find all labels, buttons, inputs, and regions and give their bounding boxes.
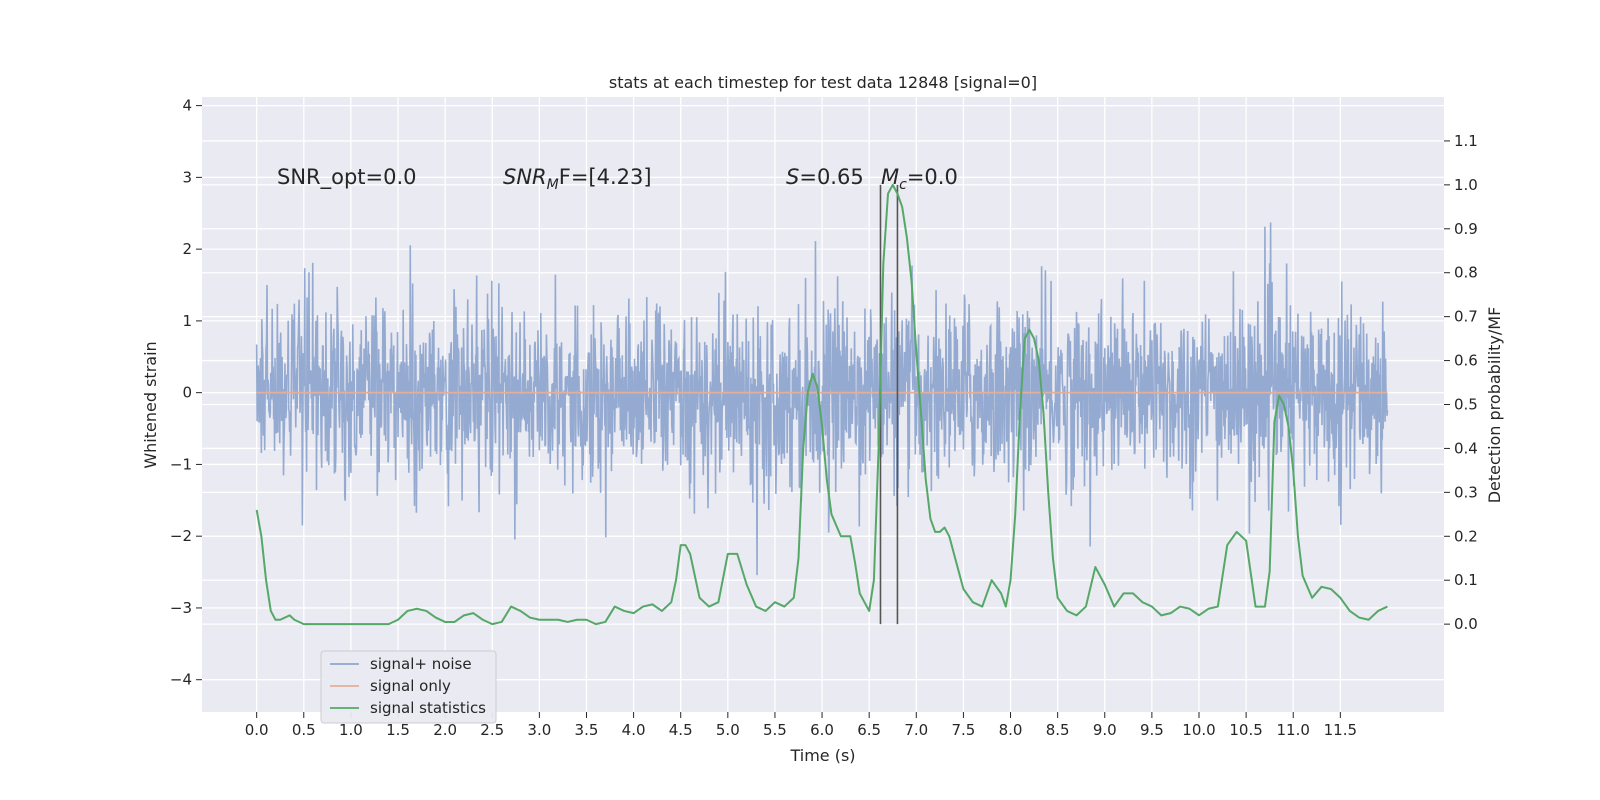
annotation-mc-sub: c <box>899 177 907 193</box>
y-right-tick-label-7: 0.7 <box>1454 308 1478 326</box>
x-axis-label: Time (s) <box>789 746 855 765</box>
legend-label-signal-noise: signal+ noise <box>370 655 472 673</box>
x-tick-label-23: 11.5 <box>1324 721 1357 739</box>
legend-label-signal-statistics: signal statistics <box>370 699 486 717</box>
y-right-tick-label-10: 1.0 <box>1454 176 1478 194</box>
x-tick-label-0: 0.0 <box>245 721 269 739</box>
signal-statistics-line <box>255 183 1388 626</box>
y-right-tick-label-8: 0.8 <box>1454 264 1478 282</box>
legend-box <box>320 650 497 724</box>
annotation-s-label: S <box>786 165 799 189</box>
y-tick-label-6: 2 <box>182 240 192 258</box>
x-tick-label-16: 8.0 <box>999 721 1023 739</box>
x-tick-label-7: 3.5 <box>575 721 599 739</box>
x-tick-label-8: 4.0 <box>622 721 646 739</box>
x-tick-label-21: 10.5 <box>1229 721 1262 739</box>
y-right-tick-label-11: 1.1 <box>1454 132 1478 150</box>
y-tick-label-5: 1 <box>182 312 192 330</box>
x-tick-label-14: 7.0 <box>904 721 928 739</box>
x-tick-label-11: 5.5 <box>763 721 787 739</box>
y-tick-label-3: −1 <box>170 455 192 473</box>
y-axis-left: −4 −3 −2 −1 0 1 2 3 4 <box>170 97 202 689</box>
annotation-snr-mf-prefix: SNR <box>503 165 547 189</box>
y-axis-label: Whitened strain <box>141 341 160 468</box>
x-axis: 0.0 0.5 1.0 1.5 2.0 2.5 3.0 3.5 4.0 4.5 5.0 5.5 6.0 6… <box>245 712 1357 739</box>
annotation-s: S=0.65 <box>786 165 864 189</box>
y-axis-right-label: Detection probability/MF <box>1485 307 1504 504</box>
annotation-snr-mf-suffix: F=[4.23] <box>559 165 652 189</box>
x-tick-label-20: 10.0 <box>1182 721 1215 739</box>
y-axis-right: 0.0 0.1 0.2 0.3 0.4 0.5 0.6 0.7 0.8 0.9 1.0 1.1 <box>1444 132 1478 633</box>
chart-title: stats at each timestep for test data 128… <box>609 73 1037 92</box>
x-tick-label-19: 9.5 <box>1140 721 1164 739</box>
x-tick-label-6: 3.0 <box>527 721 551 739</box>
y-right-tick-label-3: 0.3 <box>1454 483 1478 501</box>
x-tick-label-2: 1.0 <box>339 721 363 739</box>
x-tick-label-10: 5.0 <box>716 721 740 739</box>
x-tick-label-22: 11.0 <box>1277 721 1310 739</box>
y-tick-label-0: −4 <box>170 671 192 689</box>
x-tick-label-3: 1.5 <box>386 721 410 739</box>
x-tick-label-5: 2.5 <box>480 721 504 739</box>
x-tick-label-18: 9.0 <box>1093 721 1117 739</box>
x-tick-label-4: 2.0 <box>433 721 457 739</box>
y-tick-label-8: 4 <box>182 97 192 115</box>
annotation-snr-opt: SNR_opt=0.0 <box>277 165 417 190</box>
legend: signal+ noise signal only signal statist… <box>320 650 497 724</box>
y-right-tick-label-4: 0.4 <box>1454 439 1478 457</box>
y-tick-label-4: 0 <box>182 384 192 402</box>
annotation-mc-value: =0.0 <box>907 165 958 189</box>
y-right-tick-label-2: 0.2 <box>1454 527 1478 545</box>
y-right-tick-label-6: 0.6 <box>1454 352 1478 370</box>
annotation-s-value: =0.65 <box>799 165 863 189</box>
x-tick-label-17: 8.5 <box>1046 721 1070 739</box>
y-tick-label-2: −2 <box>170 527 192 545</box>
y-right-tick-label-9: 0.9 <box>1454 220 1478 238</box>
series-signal-statistics <box>255 183 1388 626</box>
legend-label-signal-only: signal only <box>370 677 451 695</box>
y-right-tick-label-5: 0.5 <box>1454 396 1478 414</box>
x-tick-label-1: 0.5 <box>292 721 316 739</box>
annotation-snr-mf-sub: M <box>547 177 559 193</box>
annotation-snr-mf: SNRMF=[4.23] <box>503 165 652 193</box>
x-tick-label-12: 6.0 <box>810 721 834 739</box>
y-right-tick-label-0: 0.0 <box>1454 615 1478 633</box>
x-tick-label-9: 4.5 <box>669 721 693 739</box>
x-tick-label-15: 7.5 <box>951 721 975 739</box>
y-tick-label-7: 3 <box>182 168 192 186</box>
y-right-tick-label-1: 0.1 <box>1454 571 1478 589</box>
y-tick-label-1: −3 <box>170 599 192 617</box>
annotation-mc-label: M <box>881 165 899 189</box>
annotation-mc: Mc=0.0 <box>881 165 958 193</box>
x-tick-label-13: 6.5 <box>857 721 881 739</box>
